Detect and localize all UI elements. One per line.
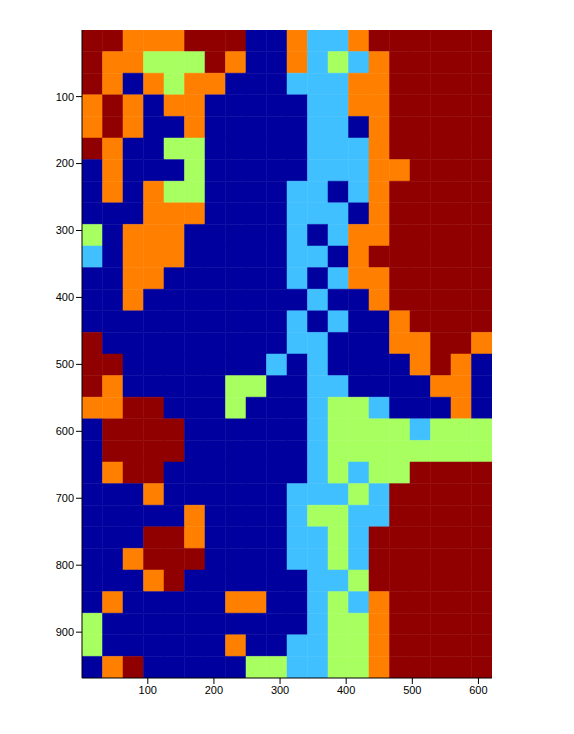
svg-text:200: 200 [56, 157, 74, 169]
svg-text:300: 300 [56, 224, 74, 236]
svg-text:600: 600 [56, 425, 74, 437]
svg-text:500: 500 [403, 684, 421, 696]
svg-text:500: 500 [56, 358, 74, 370]
svg-text:400: 400 [56, 291, 74, 303]
svg-text:900: 900 [56, 626, 74, 638]
svg-text:400: 400 [337, 684, 355, 696]
svg-text:100: 100 [139, 684, 157, 696]
svg-text:200: 200 [205, 684, 223, 696]
svg-text:100: 100 [56, 91, 74, 103]
svg-text:800: 800 [56, 559, 74, 571]
svg-text:300: 300 [271, 684, 289, 696]
svg-text:600: 600 [469, 684, 487, 696]
svg-text:700: 700 [56, 492, 74, 504]
